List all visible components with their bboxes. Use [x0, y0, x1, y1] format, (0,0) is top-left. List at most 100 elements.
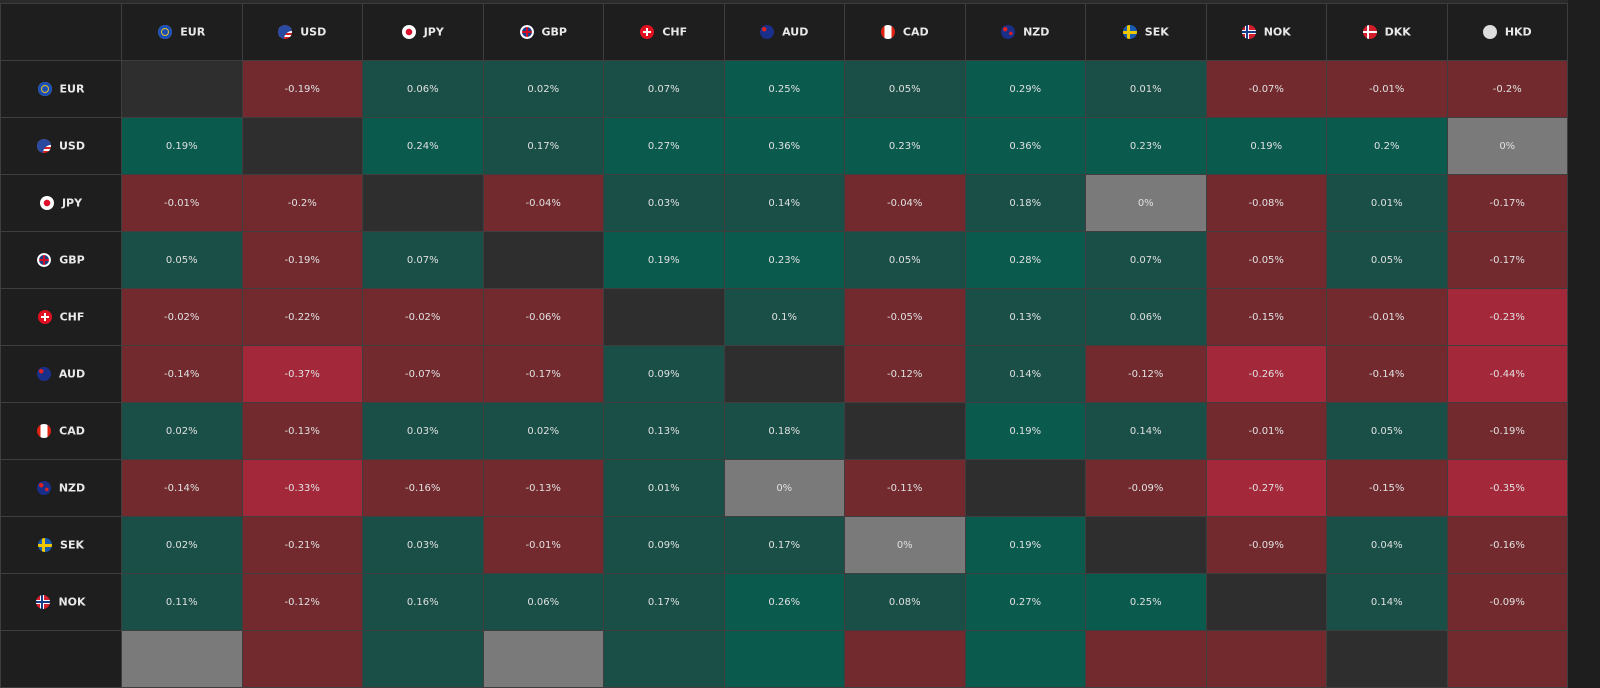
heatmap-cell[interactable]: 0.2%: [1326, 117, 1448, 175]
heatmap-cell[interactable]: -0.01%: [482, 516, 604, 574]
heatmap-cell[interactable]: -0.04%: [482, 174, 604, 232]
heatmap-cell[interactable]: 0.19%: [964, 402, 1086, 460]
heatmap-cell[interactable]: 0.07%: [1085, 231, 1207, 289]
heatmap-cell[interactable]: 0.18%: [964, 174, 1086, 232]
row-header-gbp[interactable]: GBP: [0, 231, 122, 289]
heatmap-cell[interactable]: -0.02%: [362, 288, 484, 346]
heatmap-cell[interactable]: -0.44%: [1446, 345, 1568, 403]
heatmap-cell[interactable]: -0.2%: [241, 174, 363, 232]
heatmap-cell[interactable]: [121, 630, 243, 688]
heatmap-cell[interactable]: 0.19%: [603, 231, 725, 289]
column-header-dkk[interactable]: DKK: [1326, 3, 1448, 61]
heatmap-cell[interactable]: -0.19%: [1446, 402, 1568, 460]
row-header-sek[interactable]: SEK: [0, 516, 122, 574]
heatmap-cell[interactable]: [241, 117, 363, 175]
heatmap-cell[interactable]: 0.02%: [482, 60, 604, 118]
heatmap-cell[interactable]: 0.02%: [121, 402, 243, 460]
heatmap-cell[interactable]: [362, 174, 484, 232]
heatmap-cell[interactable]: -0.17%: [482, 345, 604, 403]
row-header-eur[interactable]: EUR: [0, 60, 122, 118]
heatmap-cell[interactable]: [723, 345, 845, 403]
heatmap-cell[interactable]: 0.11%: [121, 573, 243, 631]
heatmap-cell[interactable]: -0.26%: [1205, 345, 1327, 403]
heatmap-cell[interactable]: -0.27%: [1205, 459, 1327, 517]
column-header-hkd[interactable]: HKD: [1446, 3, 1568, 61]
heatmap-cell[interactable]: 0%: [1446, 117, 1568, 175]
heatmap-cell[interactable]: 0.02%: [121, 516, 243, 574]
heatmap-cell[interactable]: 0.19%: [121, 117, 243, 175]
heatmap-cell[interactable]: -0.17%: [1446, 174, 1568, 232]
heatmap-cell[interactable]: -0.11%: [844, 459, 966, 517]
heatmap-cell[interactable]: [1085, 630, 1207, 688]
heatmap-cell[interactable]: 0.25%: [723, 60, 845, 118]
heatmap-cell[interactable]: -0.14%: [1326, 345, 1448, 403]
heatmap-cell[interactable]: [482, 231, 604, 289]
heatmap-cell[interactable]: [844, 402, 966, 460]
column-header-chf[interactable]: CHF: [603, 3, 725, 61]
heatmap-cell[interactable]: 0.09%: [603, 516, 725, 574]
heatmap-cell[interactable]: -0.15%: [1326, 459, 1448, 517]
heatmap-cell[interactable]: 0.27%: [603, 117, 725, 175]
heatmap-cell[interactable]: -0.08%: [1205, 174, 1327, 232]
heatmap-cell[interactable]: 0.05%: [1326, 231, 1448, 289]
heatmap-cell[interactable]: 0.13%: [603, 402, 725, 460]
heatmap-cell[interactable]: 0.28%: [964, 231, 1086, 289]
heatmap-cell[interactable]: 0.29%: [964, 60, 1086, 118]
row-header-chf[interactable]: CHF: [0, 288, 122, 346]
heatmap-cell[interactable]: -0.07%: [362, 345, 484, 403]
heatmap-cell[interactable]: 0.23%: [844, 117, 966, 175]
heatmap-cell[interactable]: -0.09%: [1446, 573, 1568, 631]
heatmap-cell[interactable]: -0.09%: [1085, 459, 1207, 517]
heatmap-cell[interactable]: [482, 630, 604, 688]
row-header-aud[interactable]: AUD: [0, 345, 122, 403]
column-header-cad[interactable]: CAD: [844, 3, 966, 61]
heatmap-cell[interactable]: 0.36%: [723, 117, 845, 175]
heatmap-cell[interactable]: 0.17%: [603, 573, 725, 631]
heatmap-cell[interactable]: 0.16%: [362, 573, 484, 631]
heatmap-cell[interactable]: 0.06%: [482, 573, 604, 631]
row-header-nok[interactable]: NOK: [0, 573, 122, 631]
heatmap-cell[interactable]: 0.03%: [603, 174, 725, 232]
heatmap-cell[interactable]: -0.02%: [121, 288, 243, 346]
heatmap-cell[interactable]: 0.36%: [964, 117, 1086, 175]
heatmap-cell[interactable]: -0.12%: [241, 573, 363, 631]
heatmap-cell[interactable]: -0.09%: [1205, 516, 1327, 574]
heatmap-cell[interactable]: 0.05%: [844, 231, 966, 289]
heatmap-cell[interactable]: -0.01%: [1326, 288, 1448, 346]
heatmap-cell[interactable]: 0.07%: [362, 231, 484, 289]
heatmap-cell[interactable]: -0.05%: [1205, 231, 1327, 289]
heatmap-cell[interactable]: -0.19%: [241, 231, 363, 289]
heatmap-cell[interactable]: [1326, 630, 1448, 688]
heatmap-cell[interactable]: [603, 630, 725, 688]
row-header-jpy[interactable]: JPY: [0, 174, 122, 232]
heatmap-cell[interactable]: -0.21%: [241, 516, 363, 574]
heatmap-cell[interactable]: 0.06%: [1085, 288, 1207, 346]
heatmap-cell[interactable]: -0.01%: [1326, 60, 1448, 118]
heatmap-cell[interactable]: 0.14%: [723, 174, 845, 232]
heatmap-cell[interactable]: 0%: [844, 516, 966, 574]
heatmap-cell[interactable]: 0.08%: [844, 573, 966, 631]
heatmap-cell[interactable]: 0.18%: [723, 402, 845, 460]
heatmap-cell[interactable]: 0.03%: [362, 516, 484, 574]
heatmap-cell[interactable]: -0.22%: [241, 288, 363, 346]
heatmap-cell[interactable]: -0.12%: [844, 345, 966, 403]
heatmap-cell[interactable]: 0.09%: [603, 345, 725, 403]
heatmap-cell[interactable]: [964, 459, 1086, 517]
heatmap-cell[interactable]: 0.05%: [121, 231, 243, 289]
heatmap-cell[interactable]: 0%: [723, 459, 845, 517]
heatmap-cell[interactable]: 0.1%: [723, 288, 845, 346]
heatmap-cell[interactable]: -0.14%: [121, 345, 243, 403]
heatmap-cell[interactable]: 0.23%: [723, 231, 845, 289]
heatmap-cell[interactable]: -0.13%: [482, 459, 604, 517]
heatmap-cell[interactable]: 0.03%: [362, 402, 484, 460]
heatmap-cell[interactable]: [603, 288, 725, 346]
heatmap-cell[interactable]: 0.01%: [603, 459, 725, 517]
heatmap-cell[interactable]: [964, 630, 1086, 688]
heatmap-cell[interactable]: 0.17%: [723, 516, 845, 574]
heatmap-cell[interactable]: 0.19%: [964, 516, 1086, 574]
heatmap-cell[interactable]: -0.19%: [241, 60, 363, 118]
heatmap-cell[interactable]: -0.12%: [1085, 345, 1207, 403]
heatmap-cell[interactable]: -0.16%: [362, 459, 484, 517]
heatmap-cell[interactable]: -0.33%: [241, 459, 363, 517]
heatmap-cell[interactable]: 0.27%: [964, 573, 1086, 631]
